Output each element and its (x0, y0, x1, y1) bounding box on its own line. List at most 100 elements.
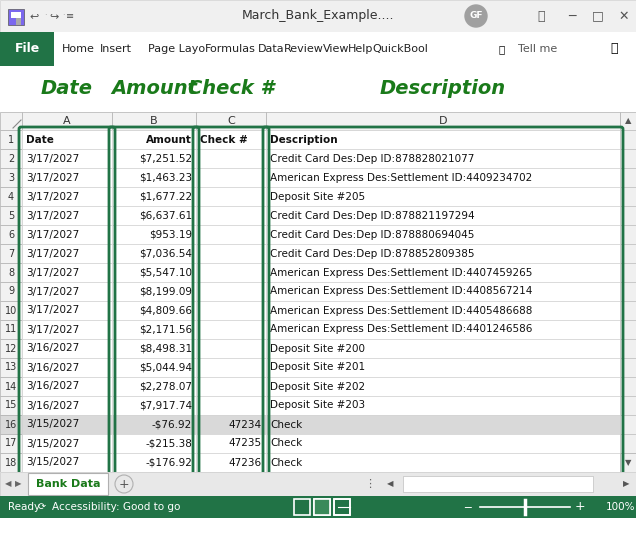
Text: Credit Card Des:Dep ID:878852809385: Credit Card Des:Dep ID:878852809385 (270, 248, 474, 258)
FancyBboxPatch shape (0, 225, 22, 244)
FancyBboxPatch shape (266, 149, 620, 168)
Text: 11: 11 (5, 324, 17, 335)
FancyBboxPatch shape (196, 112, 266, 130)
FancyBboxPatch shape (196, 415, 266, 434)
FancyBboxPatch shape (0, 168, 22, 187)
Text: ↪: ↪ (50, 11, 59, 21)
Text: ▲: ▲ (625, 116, 632, 126)
Text: ⋮: ⋮ (364, 479, 376, 489)
Text: $4,809.66: $4,809.66 (139, 306, 192, 316)
FancyBboxPatch shape (22, 453, 112, 472)
FancyBboxPatch shape (620, 434, 636, 453)
Text: $2,171.56: $2,171.56 (139, 324, 192, 335)
Text: $1,677.22: $1,677.22 (139, 192, 192, 201)
Text: American Express Des:Settlement ID:4408567214: American Express Des:Settlement ID:44085… (270, 287, 532, 296)
FancyBboxPatch shape (22, 396, 112, 415)
FancyBboxPatch shape (112, 320, 196, 339)
FancyBboxPatch shape (266, 339, 620, 358)
Text: March_Bank_Example....: March_Bank_Example.... (242, 9, 394, 22)
Text: $1,463.23: $1,463.23 (139, 173, 192, 182)
FancyBboxPatch shape (620, 377, 636, 396)
Text: ◀: ◀ (387, 479, 393, 489)
Text: $5,547.10: $5,547.10 (139, 268, 192, 277)
Text: +: + (575, 501, 585, 513)
FancyBboxPatch shape (196, 263, 266, 282)
FancyBboxPatch shape (0, 187, 22, 206)
FancyBboxPatch shape (196, 149, 266, 168)
Text: □: □ (592, 9, 604, 22)
Text: Check: Check (270, 419, 302, 430)
Text: Date: Date (26, 134, 54, 145)
Text: ─: ─ (568, 9, 576, 22)
Text: 4: 4 (8, 192, 14, 201)
FancyBboxPatch shape (266, 415, 620, 434)
FancyBboxPatch shape (196, 225, 266, 244)
FancyBboxPatch shape (0, 32, 54, 66)
FancyBboxPatch shape (22, 282, 112, 301)
FancyBboxPatch shape (620, 206, 636, 225)
FancyBboxPatch shape (112, 244, 196, 263)
Text: Date: Date (41, 79, 93, 98)
Text: -$215.38: -$215.38 (145, 438, 192, 448)
Text: Accessibility: Good to go: Accessibility: Good to go (52, 502, 181, 512)
Text: -$176.92: -$176.92 (145, 458, 192, 467)
FancyBboxPatch shape (112, 187, 196, 206)
Circle shape (465, 5, 487, 27)
Text: GF: GF (469, 11, 483, 21)
Text: 12: 12 (5, 343, 17, 353)
Text: 3/17/2027: 3/17/2027 (26, 268, 80, 277)
Text: 16: 16 (5, 419, 17, 430)
Text: $6,637.61: $6,637.61 (139, 211, 192, 221)
Text: Tell me: Tell me (518, 44, 557, 54)
FancyBboxPatch shape (22, 263, 112, 282)
Text: Deposit Site #200: Deposit Site #200 (270, 343, 365, 353)
FancyBboxPatch shape (196, 377, 266, 396)
Text: Review: Review (284, 44, 324, 54)
Text: 3/17/2027: 3/17/2027 (26, 211, 80, 221)
Text: Help: Help (348, 44, 373, 54)
Text: Insert: Insert (100, 44, 132, 54)
FancyBboxPatch shape (196, 396, 266, 415)
FancyBboxPatch shape (266, 301, 620, 320)
Text: ▶: ▶ (15, 479, 21, 489)
Text: 3/17/2027: 3/17/2027 (26, 173, 80, 182)
FancyBboxPatch shape (266, 396, 620, 415)
Text: Credit Card Des:Dep ID:878880694045: Credit Card Des:Dep ID:878880694045 (270, 229, 474, 240)
FancyBboxPatch shape (266, 282, 620, 301)
FancyBboxPatch shape (620, 244, 636, 263)
FancyBboxPatch shape (620, 263, 636, 282)
Text: 3/15/2027: 3/15/2027 (26, 419, 80, 430)
Text: Check: Check (270, 458, 302, 467)
Text: A: A (63, 116, 71, 126)
Text: American Express Des:Settlement ID:4405486688: American Express Des:Settlement ID:44054… (270, 306, 532, 316)
Text: 10: 10 (5, 306, 17, 316)
Text: Formulas: Formulas (205, 44, 256, 54)
FancyBboxPatch shape (112, 301, 196, 320)
Circle shape (115, 475, 133, 493)
FancyBboxPatch shape (0, 472, 636, 496)
FancyBboxPatch shape (22, 149, 112, 168)
FancyBboxPatch shape (266, 112, 620, 130)
FancyBboxPatch shape (0, 130, 22, 149)
Text: File: File (15, 43, 39, 56)
FancyBboxPatch shape (0, 112, 22, 130)
Text: Credit Card Des:Dep ID:878821197294: Credit Card Des:Dep ID:878821197294 (270, 211, 474, 221)
Text: 47236: 47236 (229, 458, 262, 467)
Text: Deposit Site #205: Deposit Site #205 (270, 192, 365, 201)
Text: $7,917.74: $7,917.74 (139, 401, 192, 411)
Text: 3/17/2027: 3/17/2027 (26, 324, 80, 335)
FancyBboxPatch shape (112, 434, 196, 453)
FancyBboxPatch shape (196, 130, 266, 149)
Text: ✕: ✕ (619, 9, 629, 22)
Text: Data: Data (258, 44, 285, 54)
FancyBboxPatch shape (196, 244, 266, 263)
Text: 6: 6 (8, 229, 14, 240)
FancyBboxPatch shape (22, 112, 112, 130)
FancyBboxPatch shape (112, 206, 196, 225)
FancyBboxPatch shape (0, 149, 22, 168)
Text: 47235: 47235 (229, 438, 262, 448)
Text: +: + (119, 478, 129, 490)
Text: Deposit Site #203: Deposit Site #203 (270, 401, 365, 411)
Text: 3: 3 (8, 173, 14, 182)
Text: $8,199.09: $8,199.09 (139, 287, 192, 296)
